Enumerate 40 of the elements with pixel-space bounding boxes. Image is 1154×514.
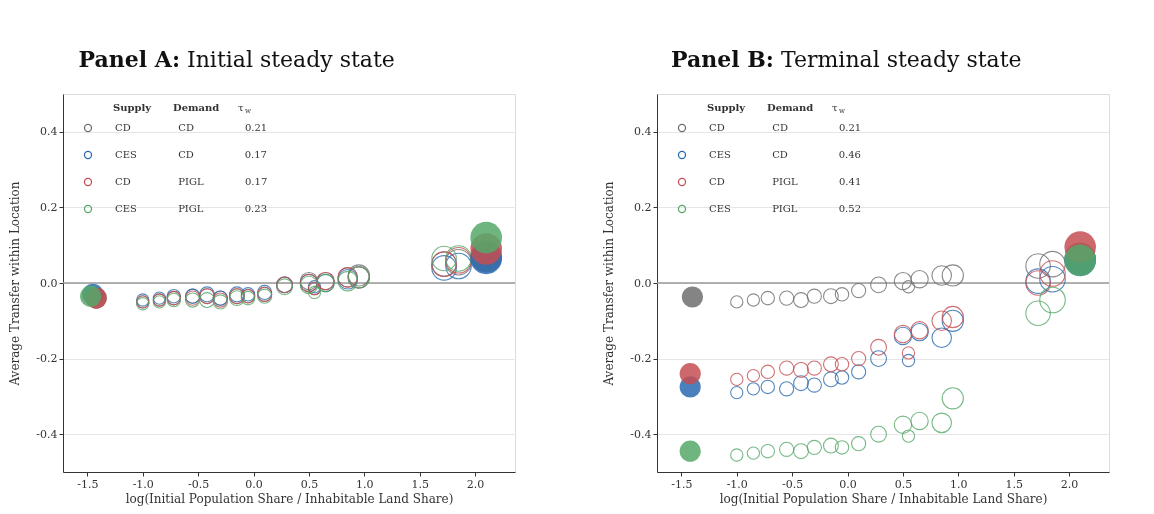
legend-label: CD PIGL 0.17 <box>115 176 268 187</box>
x-tick-label: 1.5 <box>411 477 429 491</box>
x-tick-label: 1.5 <box>1005 477 1023 491</box>
x-tick-label: 0.5 <box>894 477 913 491</box>
x-tick-label: 2.0 <box>466 477 485 491</box>
x-tick-label: 0.5 <box>300 477 319 491</box>
legend-label: CD PIGL 0.41 <box>709 176 862 187</box>
x-tick-label: -1.5 <box>77 477 99 491</box>
x-axis-title: log(Initial Population Share / Inhabitable Land Share) <box>719 491 1048 506</box>
legend-label: CES PIGL 0.23 <box>115 203 268 214</box>
y-tick-label: -0.4 <box>630 427 652 441</box>
x-tick-label: 0.0 <box>245 477 263 491</box>
legend-label: CD CD 0.21 <box>709 122 862 133</box>
legend-label: CES CD 0.46 <box>709 149 861 160</box>
x-tick-label: 1.0 <box>356 477 374 491</box>
legend-label: CD CD 0.21 <box>115 122 268 133</box>
x-axis-title: log(Initial Population Share / Inhabitable Land Share) <box>125 491 454 506</box>
x-tick-label: -0.5 <box>782 477 804 491</box>
y-tick-label: 0.4 <box>634 125 652 139</box>
y-tick-label: 0.2 <box>634 200 652 214</box>
y-axis-title: Average Transfer within Location <box>602 181 617 387</box>
y-tick-label: -0.4 <box>36 427 58 441</box>
x-tick-label: -0.5 <box>188 477 210 491</box>
y-tick-label: 0.4 <box>40 125 58 139</box>
x-tick-label: 0.0 <box>839 477 857 491</box>
y-tick-label: 0.0 <box>40 276 58 290</box>
legend-label: CES PIGL 0.52 <box>709 203 862 214</box>
legend-label: CES CD 0.17 <box>115 149 267 160</box>
x-tick-label: 1.0 <box>950 477 968 491</box>
x-tick-label: -1.0 <box>726 477 748 491</box>
y-tick-label: 0.0 <box>634 276 652 290</box>
chart-title: Panel B: Terminal steady state <box>671 46 1022 72</box>
chart-title: Panel A: Initial steady state <box>78 46 395 72</box>
x-tick-label: -1.5 <box>671 477 693 491</box>
y-tick-label: 0.2 <box>40 200 58 214</box>
x-tick-label: 2.0 <box>1060 477 1079 491</box>
y-tick-label: -0.2 <box>630 352 652 366</box>
x-tick-label: -1.0 <box>132 477 154 491</box>
y-tick-label: -0.2 <box>36 352 58 366</box>
y-axis-title: Average Transfer within Location <box>8 181 23 387</box>
